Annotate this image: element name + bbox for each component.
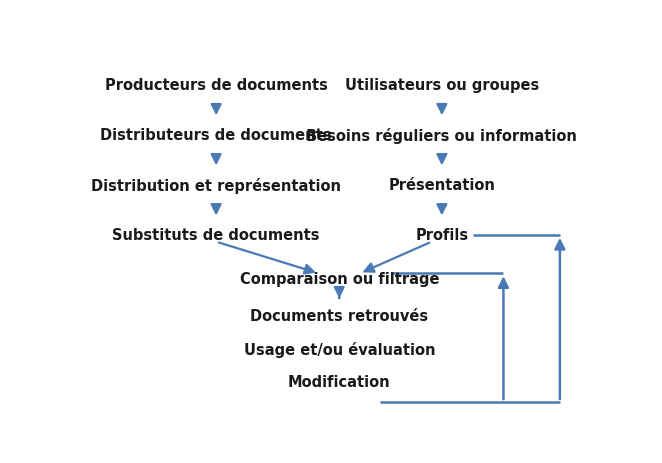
Text: Modification: Modification (288, 375, 391, 389)
Text: Distribution et représentation: Distribution et représentation (91, 177, 341, 194)
Text: Présentation: Présentation (389, 178, 495, 193)
Text: Comparaison ou filtrage: Comparaison ou filtrage (240, 271, 439, 286)
Text: Producteurs de documents: Producteurs de documents (105, 78, 328, 93)
Text: Profils: Profils (415, 228, 469, 243)
Text: Distributeurs de documents: Distributeurs de documents (101, 128, 332, 143)
Text: Substituts de documents: Substituts de documents (113, 228, 320, 243)
Text: Besoins réguliers ou information: Besoins réguliers ou information (307, 127, 577, 144)
Text: Usage et/ou évaluation: Usage et/ou évaluation (244, 341, 435, 357)
Text: Utilisateurs ou groupes: Utilisateurs ou groupes (345, 78, 539, 93)
Text: Documents retrouvés: Documents retrouvés (250, 308, 428, 323)
